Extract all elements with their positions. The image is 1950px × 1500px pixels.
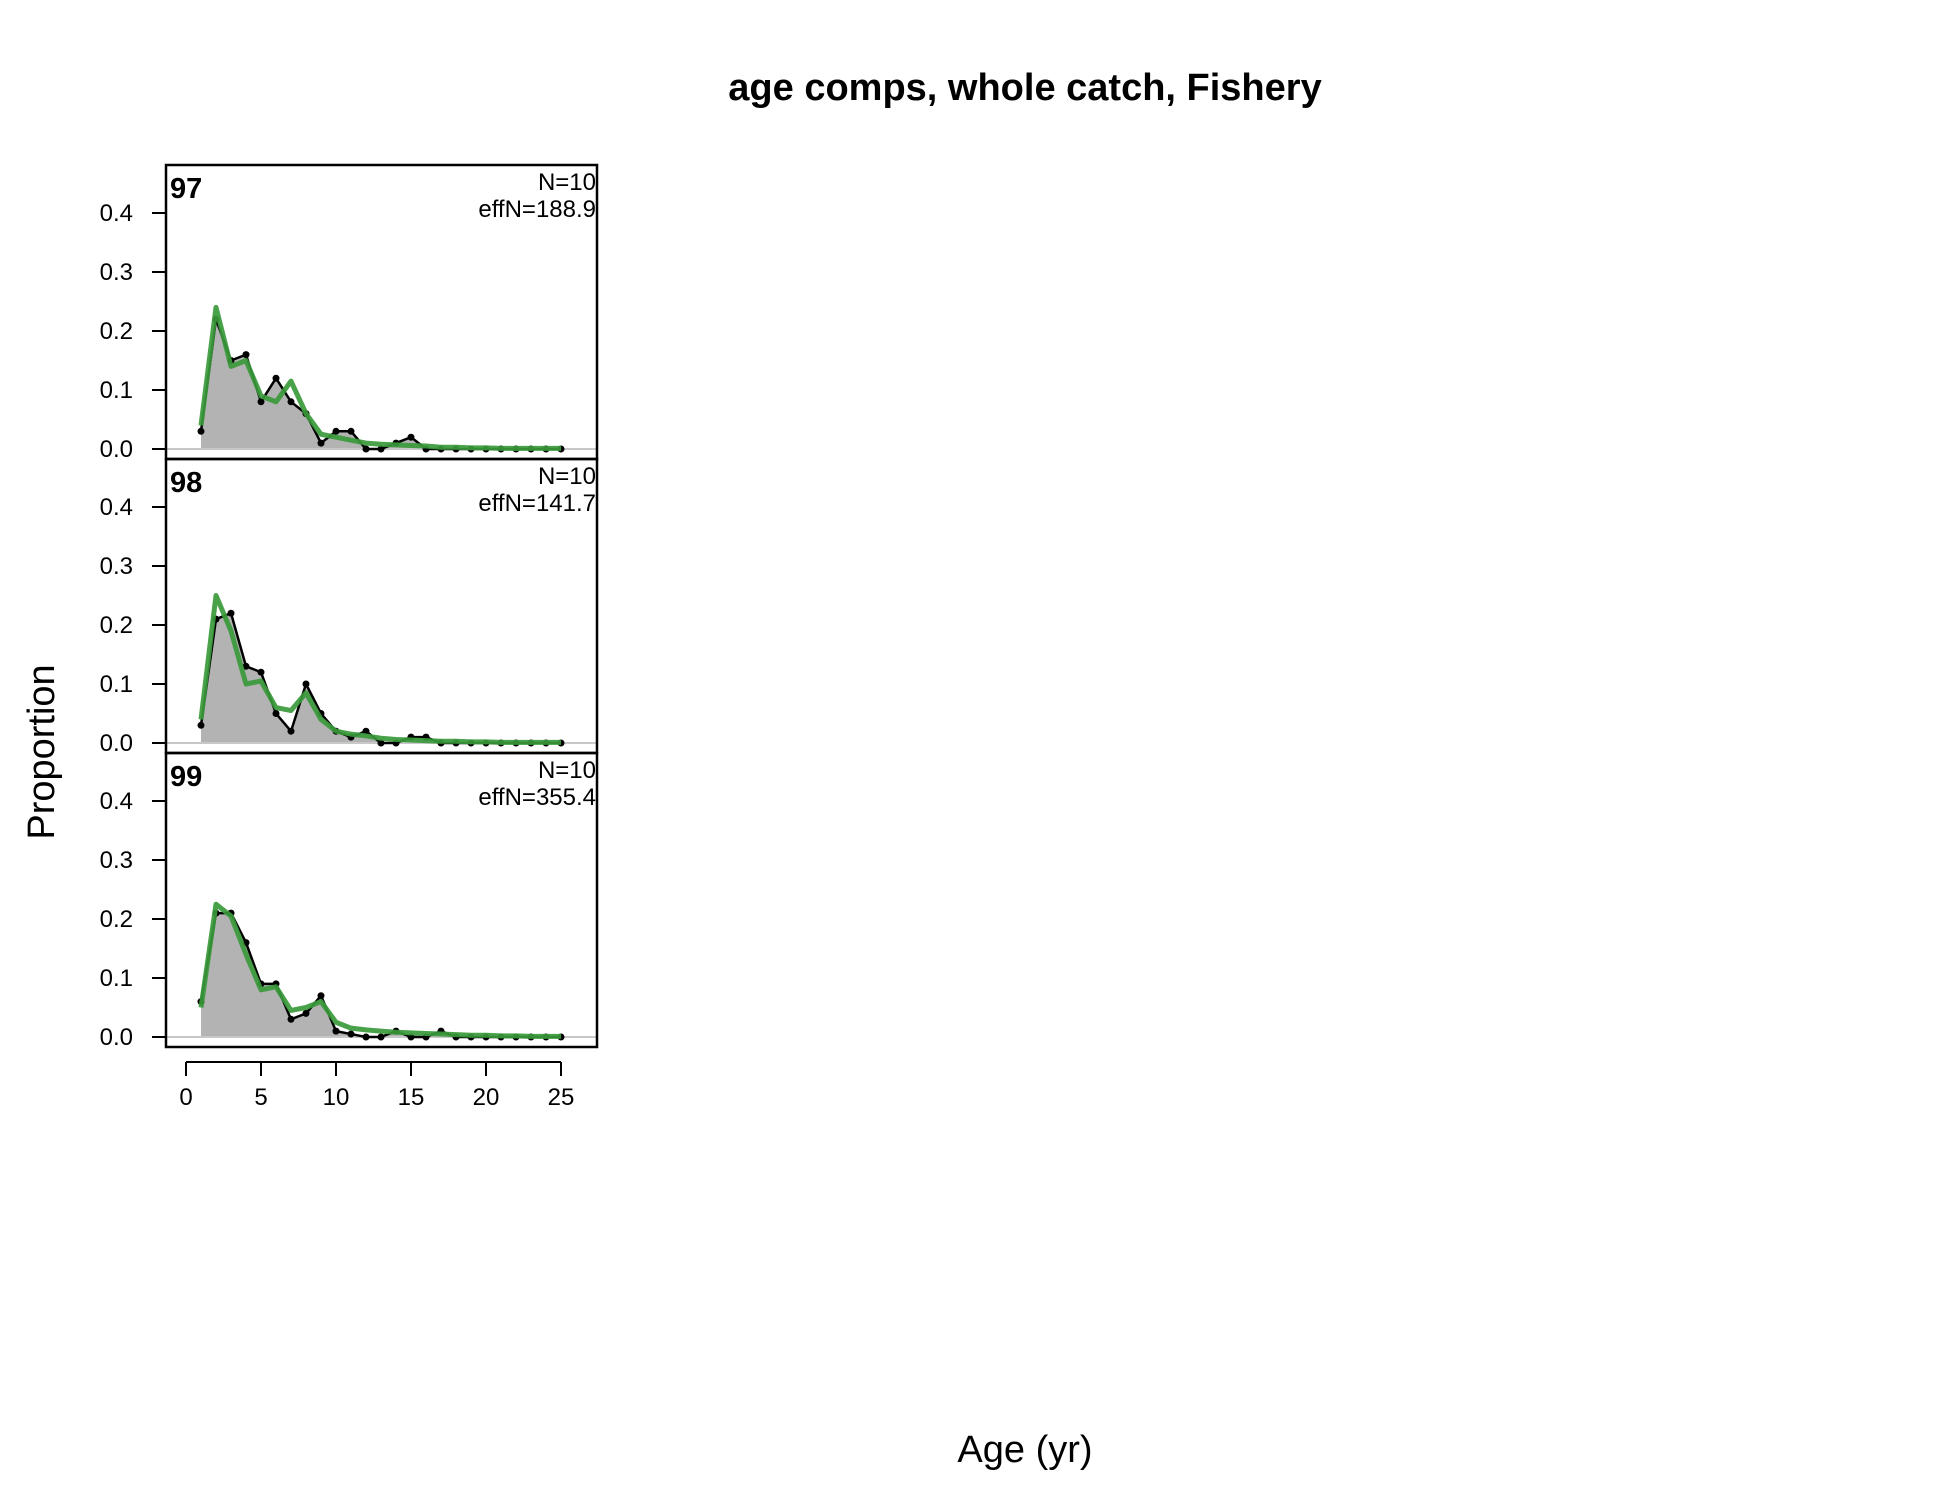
panels-group: 0.00.10.20.30.497 N=10effN=188.90.00.10.2…: [100, 163, 599, 1051]
panel-n-label: N=10: [538, 757, 596, 784]
expected-line: [198, 304, 561, 451]
panel-year-label: 99: [170, 761, 202, 793]
y-tick-label: 0.3: [100, 259, 133, 286]
y-tick-label: 0.2: [100, 318, 133, 345]
x-axis: 0 5 10 15 20 25: [179, 1061, 575, 1111]
observed-point: [197, 427, 205, 435]
y-tick-label: 0.4: [100, 788, 133, 815]
y-tick-label: 0.4: [100, 494, 133, 521]
panel-effn-label: effN=355.4: [478, 784, 596, 811]
observed-area: [201, 613, 561, 743]
observed-point: [332, 427, 340, 435]
y-tick-label: 0.3: [100, 847, 133, 874]
y-tick-label: 0.0: [100, 1024, 133, 1051]
expected-line: [198, 901, 561, 1039]
y-tick-label: 0.2: [100, 612, 133, 639]
panel-n-label: N=10: [538, 169, 596, 196]
panel-frame: [164, 751, 599, 1049]
x-tick-label: 25: [548, 1084, 575, 1111]
y-tick-label: 0.1: [100, 377, 133, 404]
observed-point: [347, 1030, 355, 1038]
observed-point: [377, 1033, 385, 1041]
panel-effn-label: effN=141.7: [478, 490, 596, 517]
expected-line: [198, 593, 561, 745]
observed-point: [227, 609, 235, 617]
observed-point: [287, 727, 295, 735]
observed-point: [242, 351, 250, 359]
observed-point: [317, 992, 325, 1000]
observed-point: [257, 668, 265, 676]
y-tick-label: 0.2: [100, 906, 133, 933]
y-tick-label: 0.1: [100, 965, 133, 992]
y-tick-label: 0.0: [100, 436, 133, 463]
observed-point: [362, 1033, 370, 1041]
observed-point: [377, 445, 385, 453]
panel-year-label: 97: [170, 173, 202, 205]
observed-point: [407, 433, 415, 441]
observed-point: [272, 374, 280, 382]
y-tick-label: 0.3: [100, 553, 133, 580]
panel-year-label: 98: [170, 467, 202, 499]
observed-point: [362, 727, 370, 735]
observed-point: [377, 739, 385, 747]
x-tick-label: 0: [179, 1084, 192, 1111]
observed-point: [362, 445, 370, 453]
x-tick-label: 15: [398, 1084, 425, 1111]
observed-point: [197, 721, 205, 729]
observed-point: [272, 710, 280, 717]
observed-point: [317, 439, 325, 447]
observed-point: [302, 680, 310, 688]
observed-point: [242, 662, 250, 670]
observed-point: [347, 427, 355, 435]
y-tick-label: 0.4: [100, 200, 133, 227]
chart-title: age comps, whole catch, Fishery: [728, 67, 1321, 109]
observed-point: [287, 1015, 295, 1023]
panel-effn-label: effN=188.9: [478, 196, 596, 223]
x-tick-label: 10: [323, 1084, 350, 1111]
observed-point: [287, 398, 295, 406]
y-tick-label: 0.0: [100, 730, 133, 757]
observed-point: [332, 1027, 340, 1035]
x-tick-label: 5: [254, 1084, 267, 1111]
observed-point: [257, 398, 265, 406]
y-tick-label: 0.1: [100, 671, 133, 698]
panel-n-label: N=10: [538, 463, 596, 490]
observed-point: [302, 1009, 310, 1017]
x-tick-label: 20: [473, 1084, 500, 1111]
observed-area: [201, 319, 561, 449]
x-axis-title: Age (yr): [957, 1429, 1092, 1471]
y-axis-title: Proportion: [21, 664, 63, 839]
